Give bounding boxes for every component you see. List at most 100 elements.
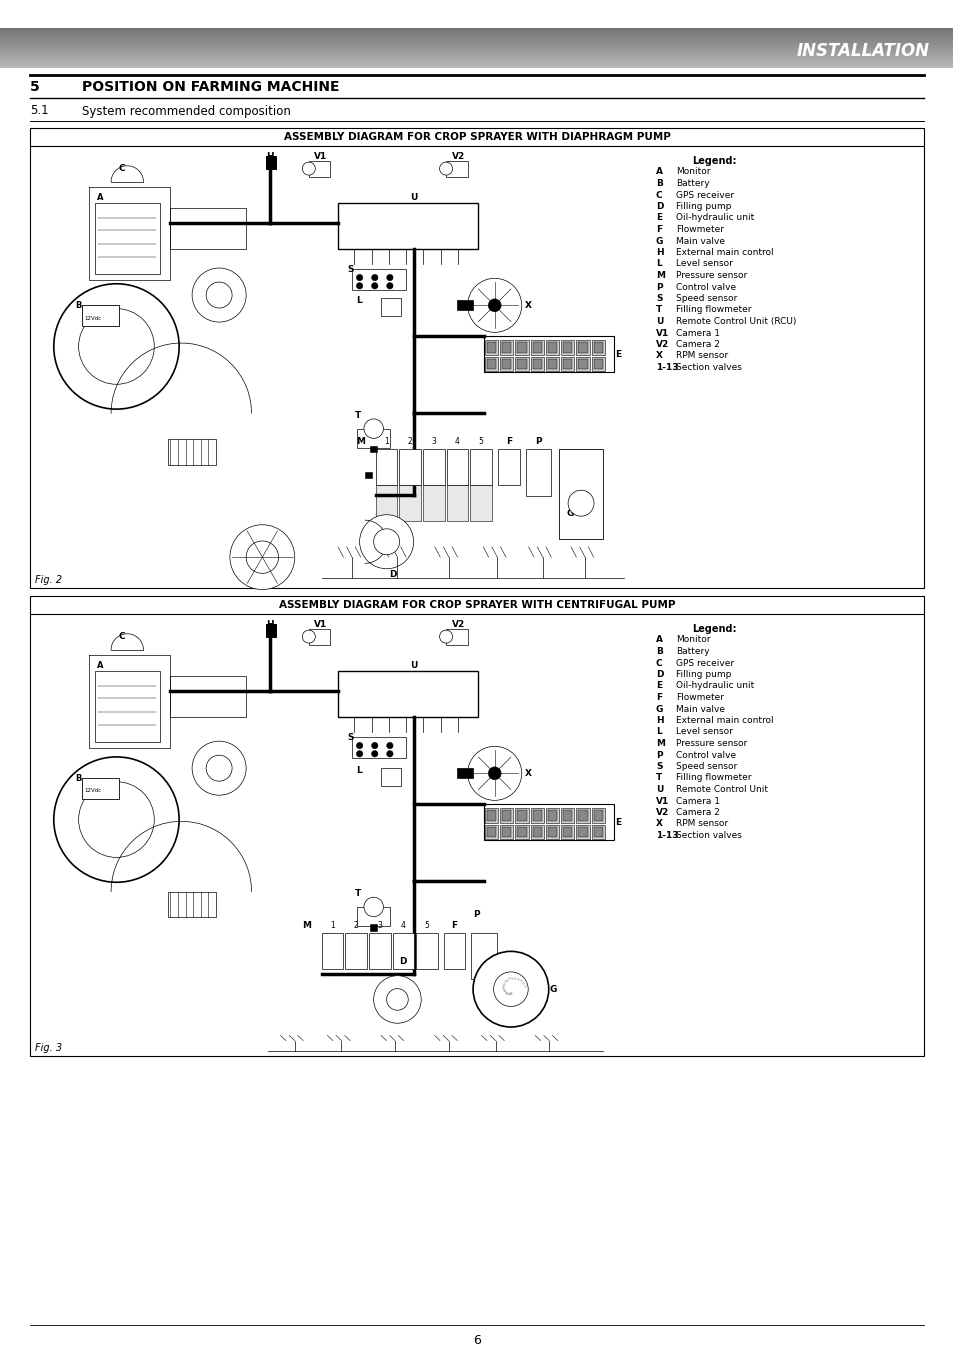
Circle shape (363, 418, 383, 439)
Circle shape (78, 309, 154, 385)
Bar (381, 768, 400, 786)
Bar (593, 359, 602, 369)
Text: G: G (566, 509, 574, 518)
Text: U: U (410, 193, 416, 202)
Text: D: D (389, 570, 395, 579)
Circle shape (356, 751, 362, 757)
Bar (357, 429, 390, 448)
Circle shape (386, 274, 393, 281)
Bar (547, 343, 557, 352)
Bar (562, 359, 572, 369)
Text: T: T (355, 890, 360, 898)
Text: Camera 2: Camera 2 (676, 340, 720, 350)
Bar (576, 340, 589, 355)
Bar (515, 340, 528, 355)
Bar (517, 826, 526, 837)
Bar (499, 356, 513, 371)
Text: B: B (656, 180, 662, 188)
Bar (497, 450, 519, 485)
Bar (525, 450, 551, 495)
Text: M: M (656, 738, 664, 748)
Text: D: D (656, 670, 662, 679)
Text: U: U (410, 662, 416, 670)
Text: S: S (656, 294, 661, 302)
Text: T: T (355, 410, 360, 420)
Bar (416, 933, 437, 969)
Circle shape (488, 298, 500, 312)
Bar (499, 809, 513, 822)
Text: E: E (656, 213, 661, 223)
Text: V1: V1 (656, 328, 669, 338)
Text: X: X (524, 301, 531, 310)
Circle shape (493, 972, 528, 1007)
Bar (501, 359, 511, 369)
Text: Section valves: Section valves (676, 363, 741, 373)
Bar (456, 768, 473, 779)
Text: 1-13: 1-13 (656, 363, 678, 373)
Bar (399, 485, 420, 521)
Bar (422, 450, 444, 485)
Circle shape (386, 282, 393, 289)
Text: RPM sensor: RPM sensor (676, 819, 727, 829)
Text: D: D (656, 202, 662, 211)
Text: ASSEMBLY DIAGRAM FOR CROP SPRAYER WITH DIAPHRAGM PUMP: ASSEMBLY DIAGRAM FOR CROP SPRAYER WITH D… (283, 132, 670, 142)
Text: D: D (399, 957, 407, 967)
Bar (381, 298, 400, 316)
Bar (30, 595, 923, 1056)
Circle shape (363, 898, 383, 917)
Bar (530, 825, 543, 840)
Text: U: U (656, 317, 662, 325)
Bar (321, 933, 343, 969)
Bar (558, 450, 602, 539)
Text: M: M (302, 921, 311, 930)
Text: X: X (656, 819, 662, 829)
Bar (352, 737, 406, 757)
Text: Battery: Battery (676, 647, 709, 656)
Bar (501, 826, 511, 837)
Bar (578, 826, 587, 837)
Bar (515, 356, 528, 371)
Bar (265, 157, 276, 169)
Bar (470, 485, 492, 521)
Text: P: P (656, 282, 662, 292)
Text: Filling flowmeter: Filling flowmeter (676, 305, 751, 315)
Bar (532, 343, 541, 352)
Bar (562, 343, 572, 352)
Text: 2: 2 (408, 437, 413, 447)
Text: 3: 3 (377, 921, 382, 930)
Text: H: H (266, 620, 274, 629)
Bar (484, 825, 497, 840)
Text: E: E (615, 818, 621, 826)
Text: ASSEMBLY DIAGRAM FOR CROP SPRAYER WITH CENTRIFUGAL PUMP: ASSEMBLY DIAGRAM FOR CROP SPRAYER WITH C… (278, 599, 675, 610)
Text: Main valve: Main valve (676, 705, 724, 714)
Text: GPS receiver: GPS receiver (676, 659, 734, 667)
Bar (484, 340, 497, 355)
Bar (591, 809, 604, 822)
Text: 4: 4 (400, 921, 405, 930)
Bar (562, 826, 572, 837)
Bar (370, 925, 376, 930)
Bar (532, 810, 541, 821)
Bar (484, 356, 497, 371)
Text: X: X (524, 769, 531, 778)
Bar (591, 356, 604, 371)
Bar (369, 933, 390, 969)
Bar (393, 933, 414, 969)
Bar (591, 340, 604, 355)
Text: X: X (656, 351, 662, 360)
Text: Remote Control Unit (RCU): Remote Control Unit (RCU) (676, 317, 796, 325)
Circle shape (467, 747, 521, 801)
Circle shape (488, 767, 500, 780)
Bar (456, 300, 473, 310)
Bar (545, 340, 558, 355)
Bar (547, 810, 557, 821)
Bar (532, 359, 541, 369)
Text: F: F (451, 921, 457, 930)
Text: Speed sensor: Speed sensor (676, 761, 737, 771)
Text: V1: V1 (314, 620, 327, 629)
Bar (545, 825, 558, 840)
Bar (82, 779, 118, 799)
Text: G: G (656, 705, 662, 714)
Text: Control valve: Control valve (676, 282, 736, 292)
Circle shape (356, 274, 362, 281)
